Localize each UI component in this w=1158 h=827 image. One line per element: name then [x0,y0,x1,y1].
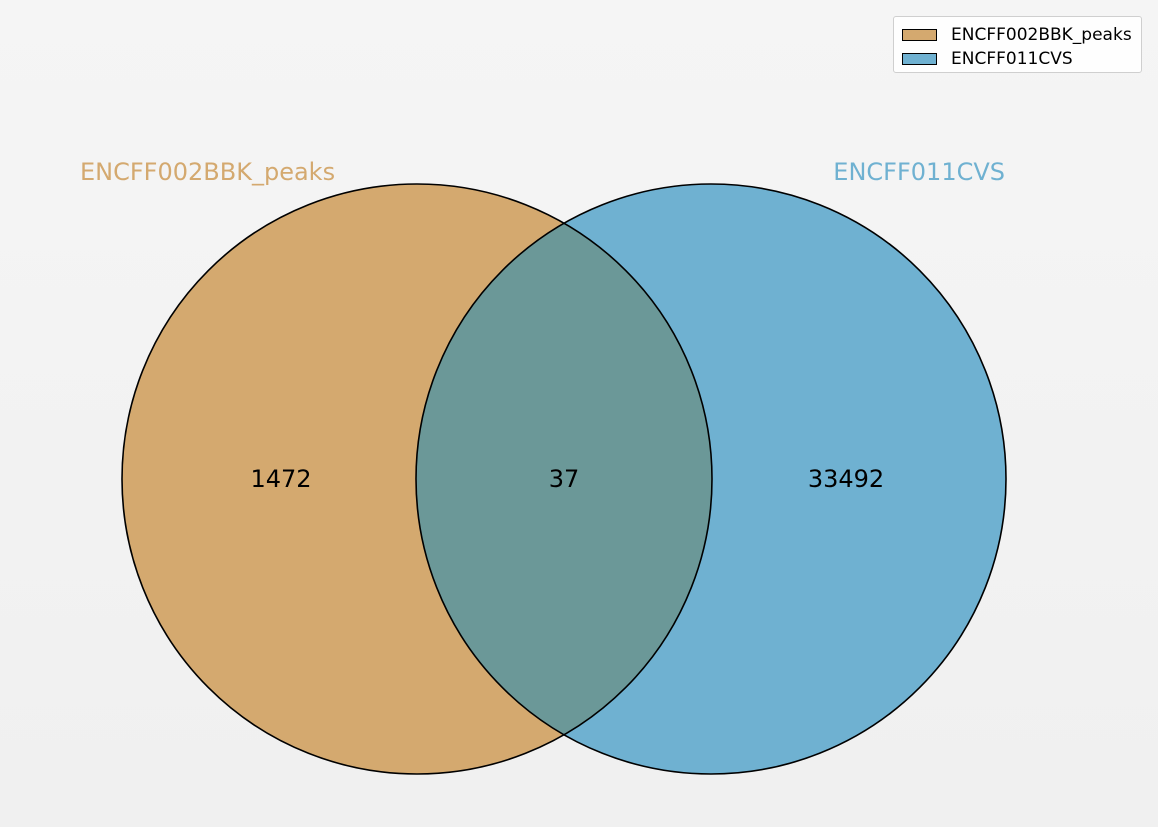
set-b-outline [415,183,1007,775]
set-a-outline [121,183,713,775]
intersection-region [416,184,712,774]
set-a-title: ENCFF002BBK_peaks [80,158,335,186]
only-a-count: 1472 [250,465,311,493]
intersection-count: 37 [549,465,580,493]
legend-entry-set-a: ENCFF002BBK_peaks [902,23,1141,47]
only-b-count: 33492 [808,465,884,493]
legend-swatch-set-b [902,53,937,65]
legend: ENCFF002BBK_peaks ENCFF011CVS [893,16,1142,73]
legend-label-set-b: ENCFF011CVS [951,49,1073,69]
legend-label-set-a: ENCFF002BBK_peaks [951,25,1132,45]
set-b-title: ENCFF011CVS [833,158,1005,186]
legend-swatch-set-a [902,29,937,41]
legend-entry-set-b: ENCFF011CVS [902,47,1141,71]
